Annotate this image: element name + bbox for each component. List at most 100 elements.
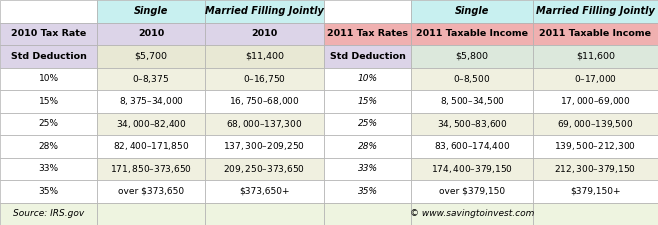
Text: $139,500 – $212,300: $139,500 – $212,300 — [555, 140, 636, 152]
Bar — [411, 0, 533, 22]
Bar — [0, 90, 97, 112]
Text: $68,000 – $137,300: $68,000 – $137,300 — [226, 118, 303, 130]
Text: Single: Single — [134, 6, 168, 16]
Bar — [411, 90, 533, 112]
Text: $34,500 – $83,600: $34,500 – $83,600 — [437, 118, 507, 130]
Bar — [97, 202, 205, 225]
Bar — [411, 180, 533, 202]
Bar — [205, 68, 324, 90]
Bar — [0, 68, 97, 90]
Bar — [411, 45, 533, 68]
Bar — [533, 112, 658, 135]
Text: © www.savingtoinvest.com: © www.savingtoinvest.com — [410, 209, 534, 218]
Text: 25%: 25% — [358, 119, 378, 128]
Text: 2010: 2010 — [138, 29, 164, 38]
Bar — [205, 45, 324, 68]
Text: Std Deduction: Std Deduction — [330, 52, 406, 61]
Bar — [97, 45, 205, 68]
Text: $212,300 – $379,150: $212,300 – $379,150 — [555, 163, 636, 175]
Text: 33%: 33% — [39, 164, 59, 173]
Bar — [205, 90, 324, 112]
Bar — [97, 158, 205, 180]
Text: 28%: 28% — [358, 142, 378, 151]
Bar — [205, 135, 324, 158]
Text: 15%: 15% — [39, 97, 59, 106]
Text: $69,000 – $139,500: $69,000 – $139,500 — [557, 118, 634, 130]
Text: $17,000– $69,000: $17,000– $69,000 — [560, 95, 631, 107]
Bar — [411, 202, 533, 225]
Bar — [533, 68, 658, 90]
Bar — [324, 112, 411, 135]
Bar — [411, 112, 533, 135]
Bar — [533, 0, 658, 22]
Bar — [97, 90, 205, 112]
Bar — [97, 180, 205, 202]
Bar — [97, 68, 205, 90]
Text: $0 – $17,000: $0 – $17,000 — [574, 73, 617, 85]
Text: 2010: 2010 — [251, 29, 278, 38]
Bar — [97, 112, 205, 135]
Text: 2010 Tax Rate: 2010 Tax Rate — [11, 29, 86, 38]
Bar — [97, 0, 205, 22]
Bar — [0, 158, 97, 180]
Bar — [533, 158, 658, 180]
Text: $16,750 – $68,000: $16,750 – $68,000 — [229, 95, 300, 107]
Text: $83,600– $174,400: $83,600– $174,400 — [434, 140, 511, 152]
Bar — [324, 0, 411, 22]
Text: Std Deduction: Std Deduction — [11, 52, 87, 61]
Bar — [97, 22, 205, 45]
Bar — [324, 68, 411, 90]
Bar — [411, 135, 533, 158]
Text: Married Filling Jointly: Married Filling Jointly — [536, 6, 655, 16]
Bar — [533, 90, 658, 112]
Bar — [0, 22, 97, 45]
Text: Source: IRS.gov: Source: IRS.gov — [13, 209, 84, 218]
Text: $11,600: $11,600 — [576, 52, 615, 61]
Text: $174,400 – $379,150: $174,400 – $379,150 — [431, 163, 513, 175]
Text: Single: Single — [455, 6, 490, 16]
Bar — [205, 0, 324, 22]
Bar — [533, 22, 658, 45]
Bar — [205, 112, 324, 135]
Text: 28%: 28% — [39, 142, 59, 151]
Text: $82,400 – $171,850: $82,400 – $171,850 — [113, 140, 190, 152]
Bar — [0, 45, 97, 68]
Text: $8,375 – $34,000: $8,375 – $34,000 — [118, 95, 184, 107]
Text: $11,400: $11,400 — [245, 52, 284, 61]
Bar — [205, 22, 324, 45]
Text: 33%: 33% — [358, 164, 378, 173]
Bar — [533, 135, 658, 158]
Text: Married Filling Jointly: Married Filling Jointly — [205, 6, 324, 16]
Bar — [411, 22, 533, 45]
Bar — [205, 180, 324, 202]
Text: 10%: 10% — [39, 74, 59, 83]
Text: 10%: 10% — [358, 74, 378, 83]
Bar — [533, 45, 658, 68]
Text: 35%: 35% — [39, 187, 59, 196]
Text: 25%: 25% — [39, 119, 59, 128]
Text: $34,000 – $82,400: $34,000 – $82,400 — [116, 118, 186, 130]
Bar — [533, 202, 658, 225]
Bar — [324, 180, 411, 202]
Bar — [205, 158, 324, 180]
Text: 35%: 35% — [358, 187, 378, 196]
Text: $373,650+: $373,650+ — [240, 187, 290, 196]
Bar — [205, 202, 324, 225]
Text: over $379,150: over $379,150 — [439, 187, 505, 196]
Text: $209,250 – $373,650: $209,250 – $373,650 — [224, 163, 305, 175]
Bar — [324, 158, 411, 180]
Text: $5,700: $5,700 — [134, 52, 168, 61]
Bar — [0, 112, 97, 135]
Text: 2011 Tax Rates: 2011 Tax Rates — [327, 29, 409, 38]
Text: $5,800: $5,800 — [455, 52, 489, 61]
Bar — [324, 202, 411, 225]
Text: $379,150+: $379,150+ — [570, 187, 620, 196]
Text: $8,500 – $34,500: $8,500 – $34,500 — [440, 95, 505, 107]
Bar — [324, 135, 411, 158]
Text: 2011 Taxable Income: 2011 Taxable Income — [416, 29, 528, 38]
Text: $171,850 – $373,650: $171,850 – $373,650 — [110, 163, 192, 175]
Text: 15%: 15% — [358, 97, 378, 106]
Bar — [97, 135, 205, 158]
Bar — [0, 0, 97, 22]
Text: $0 – $16,750: $0 – $16,750 — [243, 73, 286, 85]
